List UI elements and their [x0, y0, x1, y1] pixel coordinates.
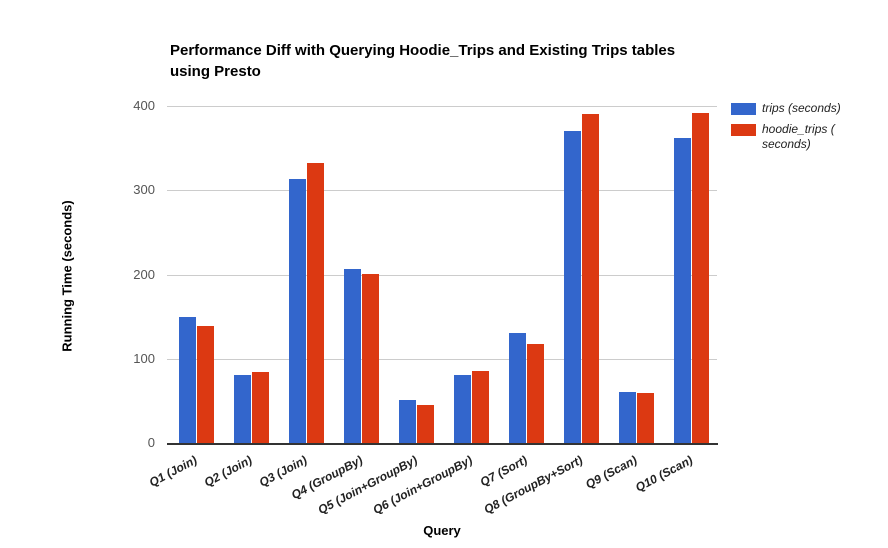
- y-tick-label: 400: [133, 98, 155, 113]
- bar-trips-3[interactable]: [289, 179, 306, 443]
- x-axis-label: Q10 (Scan): [632, 452, 695, 495]
- x-axis-title: Query: [423, 523, 461, 538]
- bar-trips-7[interactable]: [509, 332, 526, 443]
- legend-label: trips (seconds): [762, 101, 841, 115]
- gridline: [167, 274, 717, 276]
- gridline: [167, 106, 717, 107]
- legend-item: hoodie_trips ( seconds): [731, 122, 883, 152]
- legend-swatch: [731, 124, 756, 136]
- bar-trips-5[interactable]: [399, 400, 416, 443]
- y-tick-label: 200: [133, 266, 155, 282]
- bar-hoodie-trips-2[interactable]: [252, 372, 269, 443]
- x-axis-label: Q8 (GroupBy+Sort): [481, 452, 585, 517]
- bar-trips-6[interactable]: [454, 374, 471, 443]
- legend: trips (seconds) hoodie_trips ( seconds): [731, 101, 883, 158]
- bar-hoodie-trips-4[interactable]: [362, 273, 379, 443]
- gridline: [167, 358, 717, 360]
- y-tick-label: 100: [133, 350, 155, 366]
- plot-area: [167, 106, 717, 443]
- legend-item: trips (seconds): [731, 101, 883, 116]
- bar-hoodie-trips-10[interactable]: [692, 112, 709, 443]
- bar-trips-10[interactable]: [674, 138, 691, 443]
- bar-trips-1[interactable]: [179, 316, 196, 443]
- bar-trips-8[interactable]: [564, 131, 581, 443]
- bar-trips-9[interactable]: [619, 392, 636, 443]
- bar-hoodie-trips-8[interactable]: [582, 114, 599, 443]
- bar-hoodie-trips-3[interactable]: [307, 163, 324, 443]
- x-axis-label: Q5 (Join+GroupBy): [315, 452, 420, 517]
- y-axis-title: Running Time (seconds): [59, 200, 75, 352]
- y-tick-label: 0: [147, 435, 155, 450]
- bar-hoodie-trips-6[interactable]: [472, 371, 489, 443]
- x-axis-label: Q6 (Join+GroupBy): [370, 452, 475, 517]
- chart-title: Performance Diff with Querying Hoodie_Tr…: [170, 42, 676, 80]
- x-axis-label: Q1 (Join): [147, 452, 200, 490]
- bar-trips-2[interactable]: [234, 374, 251, 443]
- legend-label: hoodie_trips ( seconds): [762, 122, 835, 151]
- bar-hoodie-trips-1[interactable]: [197, 325, 214, 443]
- bar-trips-4[interactable]: [344, 268, 361, 443]
- y-tick-label: 300: [133, 182, 155, 198]
- x-axis-line: [167, 443, 718, 445]
- bar-hoodie-trips-7[interactable]: [527, 344, 544, 443]
- x-axis-label: Q9 (Scan): [583, 452, 640, 492]
- bar-hoodie-trips-5[interactable]: [417, 405, 434, 443]
- legend-swatch: [731, 103, 756, 115]
- gridline: [167, 190, 717, 192]
- x-axis-label: Q2 (Join): [202, 452, 255, 490]
- bar-hoodie-trips-9[interactable]: [637, 393, 654, 443]
